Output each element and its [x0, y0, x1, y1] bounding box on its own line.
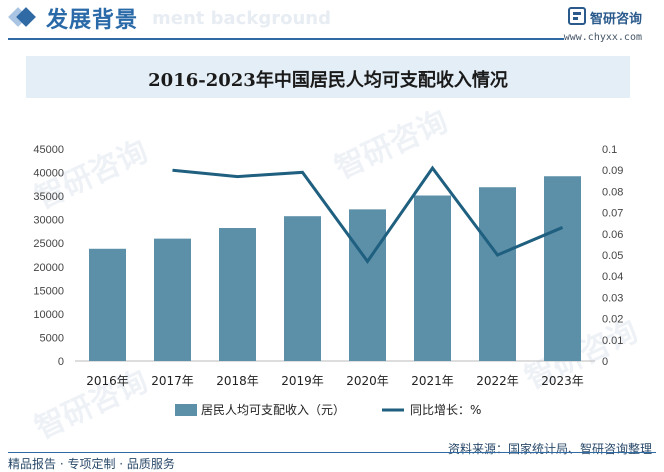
y-left-tick-label: 5000: [40, 332, 64, 344]
y-left-tick-label: 45000: [33, 144, 64, 156]
source-note: 资料来源：国家统计局、智研咨询整理: [448, 440, 652, 457]
left-axis: 0 5000 10000 15000 20000 25000 30000 35000 40000…: [33, 144, 64, 368]
bar: [219, 228, 256, 361]
x-tick-label: 2019年: [281, 374, 324, 388]
y-right-tick-label: 0.1: [602, 144, 617, 156]
y-left-tick-label: 20000: [33, 262, 64, 274]
legend-bar-swatch: [175, 404, 197, 416]
x-tick-label: 2017年: [151, 374, 194, 388]
bar-series: [89, 176, 581, 361]
bar: [414, 196, 451, 361]
y-left-tick-label: 30000: [33, 215, 64, 227]
y-left-tick-label: 15000: [33, 285, 64, 297]
y-right-tick-label: 0.07: [602, 208, 623, 220]
y-left-tick-label: 35000: [33, 191, 64, 203]
legend-bar-label: 居民人均可支配收入（元）: [201, 403, 345, 417]
legend-line-label: 同比增长：%: [410, 403, 481, 417]
bar: [284, 216, 321, 361]
y-right-tick-label: 0.03: [602, 292, 623, 304]
y-left-tick-label: 25000: [33, 238, 64, 250]
y-right-tick-label: 0.06: [602, 229, 623, 241]
legend: 居民人均可支配收入（元） 同比增长：%: [175, 403, 481, 417]
y-right-tick-label: 0.05: [602, 250, 623, 262]
bar: [154, 239, 191, 361]
y-right-tick-label: 0.01: [602, 335, 623, 347]
y-right-tick-label: 0.09: [602, 165, 623, 177]
y-right-tick-label: 0.08: [602, 186, 623, 198]
footer-slogan: 精品报告 · 专项定制 · 品质服务: [8, 455, 175, 472]
bar: [89, 249, 126, 361]
footer-divider: [8, 452, 656, 453]
x-tick-label: 2018年: [216, 374, 259, 388]
x-axis: 2016年 2017年 2018年 2019年 2020年 2021年 2022年 2023年: [86, 374, 584, 388]
x-tick-label: 2023年: [541, 374, 584, 388]
x-tick-label: 2020年: [346, 374, 389, 388]
y-left-tick-label: 40000: [33, 168, 64, 180]
right-axis: 0 0.01 0.02 0.03 0.04 0.05 0.06 0.07 0.08 0.09 0.1: [602, 144, 623, 368]
bar: [349, 209, 386, 361]
y-right-tick-label: 0.02: [602, 314, 623, 326]
y-left-tick-label: 10000: [33, 309, 64, 321]
x-tick-label: 2022年: [476, 374, 519, 388]
y-right-tick-label: 0.04: [602, 271, 623, 283]
bar: [544, 176, 581, 361]
y-right-tick-label: 0: [602, 356, 608, 368]
y-left-tick-label: 0: [58, 356, 64, 368]
x-tick-label: 2021年: [411, 374, 454, 388]
bar: [479, 187, 516, 361]
x-tick-label: 2016年: [86, 374, 129, 388]
